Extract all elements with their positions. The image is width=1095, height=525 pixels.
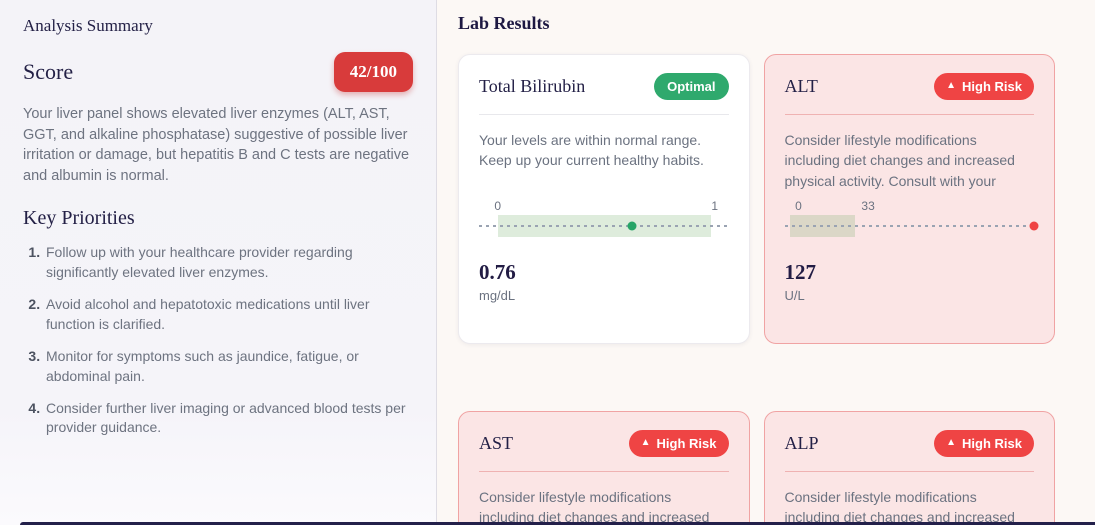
priority-item: Follow up with your healthcare provider … bbox=[44, 243, 413, 283]
range-max-label: 33 bbox=[861, 199, 875, 213]
scale-dashed-line bbox=[784, 225, 1034, 227]
scale-dashed-line bbox=[479, 225, 729, 227]
lab-results-panel: Lab Results Total Bilirubin Optimal Your… bbox=[437, 0, 1095, 525]
priorities-list: Follow up with your healthcare provider … bbox=[23, 243, 413, 438]
lab-card-title: ALP bbox=[784, 432, 819, 453]
score-row: Score 42/100 bbox=[23, 52, 413, 92]
priority-item: Monitor for symptoms such as jaundice, f… bbox=[44, 347, 413, 387]
score-badge: 42/100 bbox=[333, 52, 413, 92]
status-badge-label: High Risk bbox=[962, 78, 1022, 94]
lab-card-description: Consider lifestyle modifications includi… bbox=[479, 489, 710, 525]
reference-range-scale: 0 1 bbox=[479, 199, 729, 237]
value-marker-dot bbox=[627, 221, 637, 231]
card-divider bbox=[479, 114, 729, 115]
scale-track bbox=[479, 215, 729, 237]
lab-value: 127 bbox=[784, 260, 817, 284]
priority-item: Avoid alcohol and hepatotoxic medication… bbox=[44, 295, 413, 335]
status-badge-label: High Risk bbox=[962, 435, 1022, 451]
range-min-label: 0 bbox=[795, 199, 802, 213]
status-badge-label: Optimal bbox=[667, 78, 716, 94]
scale-labels: 0 33 bbox=[785, 199, 1035, 215]
lab-unit: mg/dL bbox=[479, 288, 516, 303]
lab-card-header: AST ▲ High Risk bbox=[479, 428, 729, 458]
key-priorities-title: Key Priorities bbox=[23, 207, 135, 230]
warning-triangle-icon: ▲ bbox=[946, 80, 957, 91]
lab-card-description: Consider lifestyle modifications includi… bbox=[784, 489, 1015, 525]
lab-results-grid: Total Bilirubin Optimal Your levels are … bbox=[458, 54, 1055, 525]
status-badge-label: High Risk bbox=[656, 435, 717, 451]
scale-track bbox=[784, 215, 1039, 237]
lab-card-total-bilirubin[interactable]: Total Bilirubin Optimal Your levels are … bbox=[458, 54, 750, 344]
analysis-summary-text: Your liver panel shows elevated liver en… bbox=[23, 106, 410, 184]
analysis-summary-panel: Analysis Summary Score 42/100 Your liver… bbox=[0, 0, 437, 525]
status-badge: ▲ High Risk bbox=[628, 429, 729, 457]
status-badge: ▲ High Risk bbox=[934, 72, 1034, 100]
warning-triangle-icon: ▲ bbox=[946, 437, 957, 448]
lab-card-alp[interactable]: ALP ▲ High Risk Consider lifestyle modif… bbox=[763, 411, 1055, 525]
priority-item: Consider further liver imaging or advanc… bbox=[44, 399, 413, 439]
analysis-summary-title: Analysis Summary bbox=[23, 16, 153, 35]
lab-card-header: ALP ▲ High Risk bbox=[784, 428, 1034, 458]
status-badge: ▲ High Risk bbox=[934, 429, 1034, 457]
lab-card-title: Total Bilirubin bbox=[479, 75, 586, 96]
card-divider bbox=[784, 471, 1034, 472]
lab-results-title: Lab Results bbox=[458, 13, 550, 33]
value-marker-dot bbox=[1029, 221, 1039, 231]
reference-range-scale: 0 33 bbox=[784, 199, 1039, 237]
warning-triangle-icon: ▲ bbox=[640, 437, 651, 448]
card-divider bbox=[784, 114, 1034, 115]
scale-labels: 0 1 bbox=[479, 199, 729, 215]
lab-card-description: Your levels are within normal range. Kee… bbox=[479, 132, 704, 169]
lab-card-title: AST bbox=[479, 432, 514, 453]
lab-card-alt[interactable]: ALT ▲ High Risk Consider lifestyle modif… bbox=[763, 54, 1055, 344]
lab-value: 0.76 bbox=[479, 260, 516, 284]
lab-unit: U/L bbox=[784, 288, 805, 303]
lab-card-ast[interactable]: AST ▲ High Risk Consider lifestyle modif… bbox=[458, 411, 750, 525]
lab-card-header: ALT ▲ High Risk bbox=[784, 71, 1034, 101]
range-max-label: 1 bbox=[711, 199, 719, 213]
lab-card-header: Total Bilirubin Optimal bbox=[479, 71, 729, 101]
score-label: Score bbox=[23, 59, 74, 84]
card-divider bbox=[479, 471, 729, 472]
lab-card-description: Consider lifestyle modifications includi… bbox=[784, 132, 1015, 189]
below-fold-section-edge bbox=[20, 522, 1095, 525]
range-min-label: 0 bbox=[494, 199, 502, 213]
status-badge: Optimal bbox=[654, 72, 729, 100]
lab-card-title: ALT bbox=[784, 75, 818, 96]
